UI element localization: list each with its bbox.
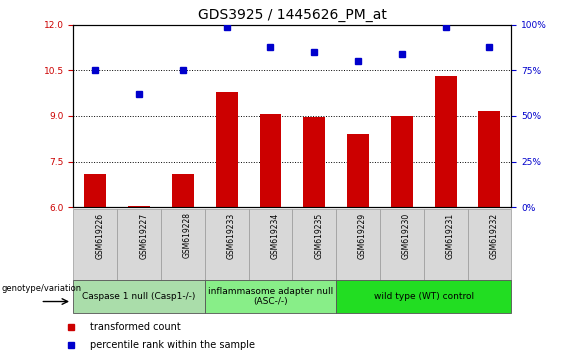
Text: genotype/variation: genotype/variation [2, 284, 81, 292]
Text: GSM619232: GSM619232 [489, 212, 498, 258]
Bar [336, 209, 380, 280]
Text: GSM619233: GSM619233 [227, 212, 236, 259]
Bar [424, 209, 468, 280]
Bar [479, 112, 501, 207]
Text: percentile rank within the sample: percentile rank within the sample [90, 340, 255, 350]
Text: GSM619227: GSM619227 [139, 212, 148, 258]
Bar [303, 118, 325, 207]
Bar [205, 280, 336, 313]
Bar [73, 280, 205, 313]
Title: GDS3925 / 1445626_PM_at: GDS3925 / 1445626_PM_at [198, 8, 387, 22]
Bar [336, 280, 511, 313]
Text: GSM619234: GSM619234 [271, 212, 280, 259]
Bar [347, 134, 369, 207]
Bar [216, 92, 238, 207]
Bar [172, 174, 194, 207]
Text: GSM619231: GSM619231 [446, 212, 455, 258]
Text: inflammasome adapter null
(ASC-/-): inflammasome adapter null (ASC-/-) [208, 287, 333, 306]
Bar [434, 76, 457, 207]
Text: GSM619235: GSM619235 [314, 212, 323, 259]
Text: GSM619226: GSM619226 [95, 212, 105, 258]
Bar [161, 209, 205, 280]
Text: Caspase 1 null (Casp1-/-): Caspase 1 null (Casp1-/-) [82, 292, 196, 301]
Bar [84, 174, 106, 207]
Bar [468, 209, 511, 280]
Bar [391, 116, 413, 207]
Bar [128, 206, 150, 207]
Bar [259, 114, 281, 207]
Bar [73, 209, 118, 280]
Text: GSM619228: GSM619228 [183, 212, 192, 258]
Text: wild type (WT) control: wild type (WT) control [373, 292, 474, 301]
Bar [249, 209, 293, 280]
Text: GSM619230: GSM619230 [402, 212, 411, 259]
Bar [293, 209, 336, 280]
Bar [205, 209, 249, 280]
Text: GSM619229: GSM619229 [358, 212, 367, 258]
Bar [118, 209, 161, 280]
Text: transformed count: transformed count [90, 322, 181, 332]
Bar [380, 209, 424, 280]
